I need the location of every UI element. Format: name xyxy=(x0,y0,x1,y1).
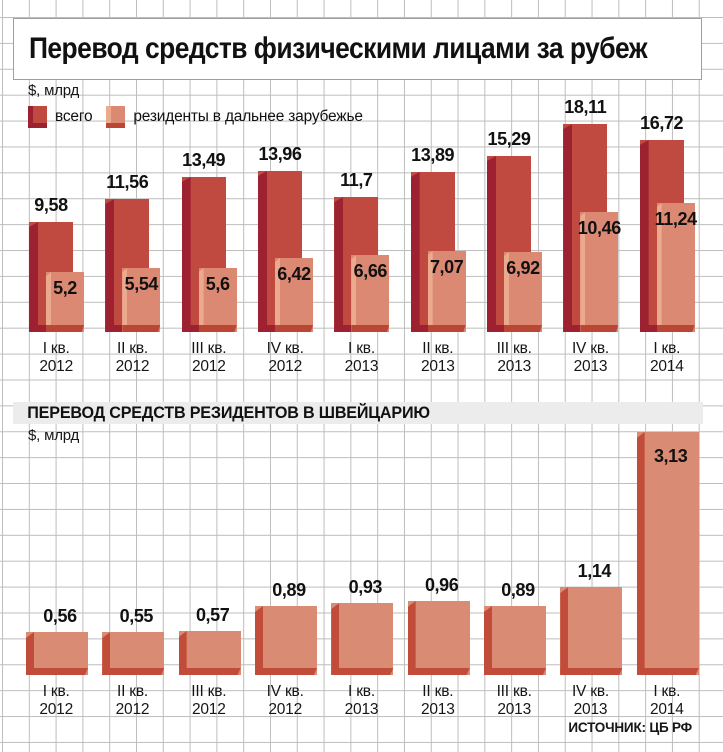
page-title: Перевод средств физическими лицами за ру… xyxy=(28,32,648,65)
x-tick-label: II кв. 2013 xyxy=(420,340,455,375)
bar-value-total: 9,58 xyxy=(34,195,68,215)
bar-group: 0,57 xyxy=(171,425,247,675)
legend: всего резиденты в дальнее зарубежье xyxy=(28,106,363,128)
bar-group: 13,49 5,6 xyxy=(171,112,247,332)
bar-residents xyxy=(198,268,237,332)
legend-label-total: всего xyxy=(55,108,93,125)
source-note: ИСТОЧНИК: ЦБ РФ xyxy=(568,720,692,735)
x-tick-label: I кв. 2012 xyxy=(39,683,73,718)
legend-swatch-residents xyxy=(106,106,126,128)
bar-group: 0,96 xyxy=(400,425,476,675)
x-tick-label: II кв. 2012 xyxy=(115,340,150,375)
bottom-chart-plot: 0,56 0,55 0,57 0,89 0,93 0,96 0,89 1,14 3,13 xyxy=(18,425,705,675)
bar-residents xyxy=(122,268,161,332)
bar-residents xyxy=(656,203,695,332)
section2-title: ПЕРЕВОД СРЕДСТВ РЕЗИДЕНТОВ В ШВЕЙЦАРИЮ xyxy=(27,403,430,422)
bar-group: 11,7 6,66 xyxy=(323,112,399,332)
bar-swiss xyxy=(484,606,546,675)
bar-group: 16,72 11,24 xyxy=(629,112,705,332)
bar-group: 13,89 7,07 xyxy=(400,112,476,332)
bar-value-swiss: 0,89 xyxy=(272,580,306,600)
bar-value-swiss: 0,56 xyxy=(43,606,77,626)
bar-value-swiss: 0,57 xyxy=(195,605,230,625)
bar-value-total: 11,56 xyxy=(106,172,149,192)
x-tick-label: III кв. 2013 xyxy=(496,683,532,718)
bar-residents xyxy=(580,212,619,332)
x-tick-label: I кв. 2013 xyxy=(344,683,379,718)
bar-group: 13,96 6,42 xyxy=(247,112,323,332)
bar-group: 9,58 5,2 xyxy=(18,112,94,332)
bar-value-residents: 5,6 xyxy=(205,274,230,294)
bar-value-swiss: 0,93 xyxy=(348,577,383,597)
x-tick-label: IV кв. 2012 xyxy=(266,683,304,718)
bottom-chart-xaxis: I кв. 2012 II кв. 2012 III кв. 2012 IV кв. 2012… xyxy=(18,683,705,721)
x-tick-label: II кв. 2012 xyxy=(115,683,150,718)
bar-value-total: 13,89 xyxy=(411,145,455,165)
bar-value-residents: 6,92 xyxy=(506,258,540,278)
bar-value-total: 15,29 xyxy=(487,129,531,149)
x-tick-label: I кв. 2012 xyxy=(39,340,73,375)
bar-residents xyxy=(275,258,313,332)
bar-value-swiss: 0,89 xyxy=(501,580,535,600)
bar-group: 11,56 5,54 xyxy=(94,112,170,332)
x-tick-label: IV кв. 2013 xyxy=(571,683,610,718)
legend-swatch-total xyxy=(28,106,47,128)
bar-value-swiss: 3,13 xyxy=(653,446,688,466)
bar-group: 0,89 xyxy=(476,425,552,675)
bar-value-residents: 5,54 xyxy=(124,274,159,294)
bar-group: 0,93 xyxy=(323,425,399,675)
bar-group: 18,11 10,46 xyxy=(552,97,628,332)
bar-swiss xyxy=(255,606,317,675)
bar-value-swiss: 0,55 xyxy=(119,606,154,626)
bar-value-residents: 10,46 xyxy=(577,218,621,238)
bar-group: 0,89 xyxy=(247,425,323,675)
x-tick-label: IV кв. 2012 xyxy=(266,340,304,375)
bar-group: 3,13 xyxy=(629,425,705,675)
bar-value-total: 13,49 xyxy=(182,150,226,170)
x-tick-label: III кв. 2013 xyxy=(496,340,532,375)
bar-value-residents: 6,66 xyxy=(353,261,388,281)
bar-swiss xyxy=(331,603,394,675)
x-tick-label: III кв. 2012 xyxy=(191,683,227,718)
top-chart-xaxis: I кв. 2012 II кв. 2012 III кв. 2012 IV кв. 2012… xyxy=(18,340,705,378)
bar-swiss xyxy=(407,601,470,675)
axis-unit-top: $, млрд xyxy=(28,82,80,99)
bar-swiss xyxy=(560,587,623,675)
x-tick-label: I кв. 2014 xyxy=(649,683,684,718)
bar-group: 0,55 xyxy=(94,425,170,675)
bar-value-residents: 5,2 xyxy=(53,278,77,298)
bar-value-residents: 7,07 xyxy=(429,257,464,277)
bar-residents xyxy=(427,251,466,332)
x-tick-label: III кв. 2012 xyxy=(191,340,227,375)
bar-residents xyxy=(504,252,542,332)
x-tick-label: IV кв. 2013 xyxy=(571,340,610,375)
bar-value-residents: 6,42 xyxy=(277,264,311,284)
bar-value-total: 18,11 xyxy=(564,97,607,117)
bar-swiss xyxy=(102,632,165,675)
bar-residents xyxy=(46,272,84,332)
x-tick-label: II кв. 2013 xyxy=(420,683,455,718)
bar-value-residents: 11,24 xyxy=(654,209,697,229)
bar-value-swiss: 1,14 xyxy=(577,561,612,581)
bar-value-total: 13,96 xyxy=(258,144,302,164)
axis-unit-bottom: $, млрд xyxy=(28,427,80,444)
bar-swiss xyxy=(178,631,241,675)
section2-header: ПЕРЕВОД СРЕДСТВ РЕЗИДЕНТОВ В ШВЕЙЦАРИЮ xyxy=(13,402,703,424)
bar-group: 15,29 6,92 xyxy=(476,112,552,332)
title-box: Перевод средств физическими лицами за ру… xyxy=(13,18,702,80)
top-chart-plot: 9,58 5,2 11,56 5,54 13,49 5,6 13,96 6,42 11,7 6,6… xyxy=(18,97,705,332)
bar-group: 1,14 xyxy=(552,425,628,675)
x-tick-label: I кв. 2013 xyxy=(344,340,379,375)
x-tick-label: I кв. 2014 xyxy=(649,340,684,375)
bar-group: 0,56 xyxy=(18,425,94,675)
bar-value-total: 11,7 xyxy=(340,170,373,190)
legend-label-residents: резиденты в дальнее зарубежье xyxy=(133,108,363,125)
bar-value-swiss: 0,96 xyxy=(424,575,459,595)
bar-value-total: 16,72 xyxy=(640,113,684,133)
bar-swiss xyxy=(636,432,699,675)
bar-residents xyxy=(351,255,390,332)
bar-swiss xyxy=(26,632,88,675)
